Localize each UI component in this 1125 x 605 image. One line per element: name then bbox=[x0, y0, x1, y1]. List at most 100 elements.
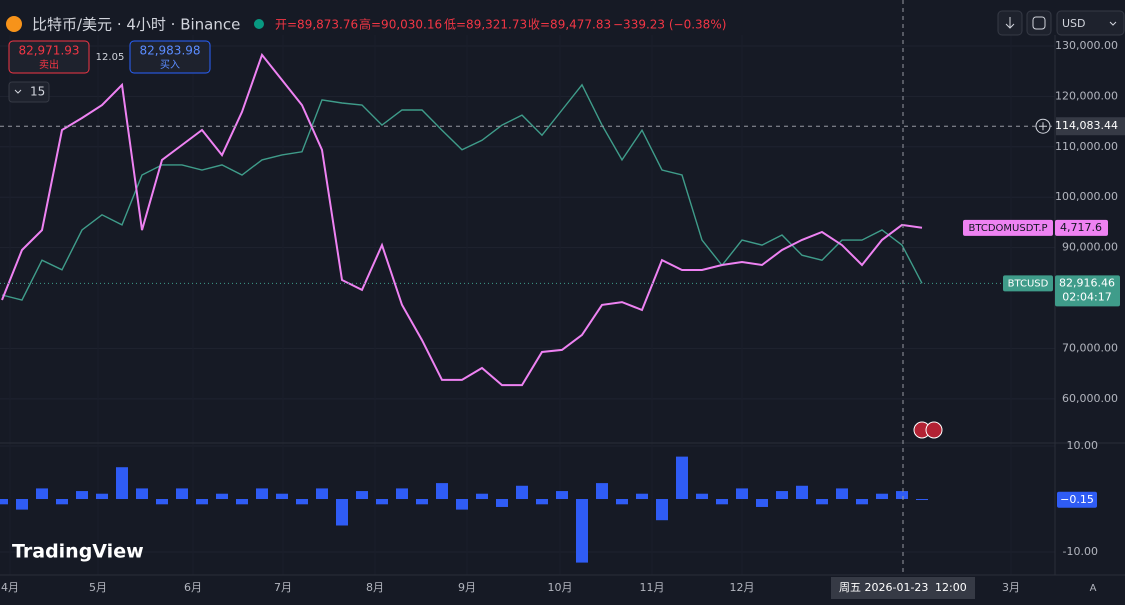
histogram-bar bbox=[136, 488, 148, 500]
histogram-bar bbox=[436, 483, 448, 500]
histogram-bar bbox=[916, 499, 928, 501]
price-tag-label: 82,916.46 bbox=[1059, 276, 1115, 289]
y-tick-label: 110,000.00 bbox=[1055, 140, 1118, 153]
histogram-bar bbox=[476, 493, 488, 500]
y-tick-label: 10.00 bbox=[1067, 439, 1099, 452]
histogram-bar bbox=[416, 499, 428, 505]
spread: 12.05 bbox=[96, 52, 125, 63]
histogram-bar bbox=[256, 488, 268, 500]
price-tag bbox=[1055, 275, 1120, 307]
plot-area bbox=[0, 35, 1055, 575]
x-tick-label: 5月 bbox=[89, 581, 107, 594]
histogram-bar bbox=[856, 499, 868, 505]
histogram-bar bbox=[636, 493, 648, 500]
histogram-bar bbox=[96, 493, 108, 500]
series-name-tag bbox=[1003, 275, 1053, 292]
histogram-bar bbox=[376, 499, 388, 505]
chevron[interactable] bbox=[14, 89, 22, 94]
y-tick-label: 70,000.00 bbox=[1062, 341, 1118, 354]
buy-price[interactable]: 82,983.98 bbox=[139, 44, 200, 58]
x-tick-label: 11月 bbox=[640, 581, 665, 594]
x-tick-label: 9月 bbox=[458, 581, 476, 594]
histogram-bar bbox=[296, 499, 308, 505]
y-tick-label: 60,000.00 bbox=[1062, 392, 1118, 405]
x-tick-label: 4月 bbox=[1, 581, 19, 594]
value-tag bbox=[1057, 491, 1097, 508]
ohlc-change: −339.23 (−0.38%) bbox=[613, 18, 726, 32]
series-name-tag bbox=[963, 219, 1053, 236]
y-tick-label: 120,000.00 bbox=[1055, 89, 1118, 102]
histogram-bar bbox=[896, 491, 908, 500]
sell-button[interactable]: 82,971.93 卖出 bbox=[8, 40, 90, 74]
price-tag-label: 4,717.6 bbox=[1060, 221, 1102, 234]
x-tick-label: 10月 bbox=[548, 581, 573, 594]
histogram-bar bbox=[876, 493, 888, 500]
quantity-box[interactable] bbox=[8, 81, 50, 103]
bitcoin-icon bbox=[6, 16, 22, 32]
x-tick-label: 8月 bbox=[366, 581, 384, 594]
histogram-bar bbox=[216, 493, 228, 500]
scroll-button[interactable] bbox=[997, 10, 1023, 36]
sell-label[interactable]: 卖出 bbox=[39, 58, 59, 71]
sell-box[interactable] bbox=[8, 40, 90, 74]
y-tick-label: 90,000.00 bbox=[1062, 241, 1118, 254]
value-tag-label: −0.15 bbox=[1060, 493, 1094, 506]
currency-box[interactable] bbox=[1056, 10, 1125, 36]
x-tick-label: 7月 bbox=[274, 581, 292, 594]
crosshair-time: 12:00 bbox=[935, 581, 967, 594]
fullscreen-button[interactable] bbox=[1026, 10, 1052, 36]
x-tick-label: 6月 bbox=[184, 581, 202, 594]
histogram-bar bbox=[676, 456, 688, 500]
buy-button[interactable]: 82,983.98 买入 bbox=[129, 40, 211, 74]
event-flag[interactable] bbox=[925, 421, 943, 439]
histogram-bar bbox=[736, 488, 748, 500]
crosshair-price-box bbox=[1056, 117, 1125, 136]
crosshair-time-box bbox=[831, 577, 975, 599]
histogram-bar bbox=[56, 499, 68, 505]
price-line bbox=[1, 83, 923, 301]
scale-mode[interactable]: A bbox=[1090, 583, 1097, 594]
button-box[interactable] bbox=[1026, 10, 1052, 36]
histogram-bar bbox=[836, 488, 848, 500]
quantity[interactable]: 15 bbox=[30, 85, 45, 99]
chevron[interactable] bbox=[1109, 21, 1117, 26]
crosshair-price-label: 114,083.44 bbox=[1055, 119, 1118, 132]
price-tag bbox=[1055, 219, 1108, 236]
market-status bbox=[254, 19, 264, 29]
ohlc-high: 高=90,030.16 bbox=[359, 17, 442, 32]
histogram-bar bbox=[576, 499, 588, 563]
y-tick-label: 100,000.00 bbox=[1055, 190, 1118, 203]
crosshair-day: 周五 2026-01-23 bbox=[839, 581, 928, 594]
histogram-bar bbox=[156, 499, 168, 505]
histogram-bar bbox=[556, 491, 568, 500]
histogram-bar bbox=[816, 499, 828, 505]
arrow-icon[interactable] bbox=[1005, 17, 1015, 29]
countdown: 02:04:17 bbox=[1062, 290, 1111, 303]
histogram-bar bbox=[336, 499, 348, 526]
currency-select[interactable]: USD bbox=[1056, 10, 1125, 36]
y-tick-label: -10.00 bbox=[1063, 545, 1098, 558]
series-name: BTCDOMUSDT.P bbox=[968, 223, 1047, 234]
histogram-bar bbox=[756, 499, 768, 507]
histogram-bar bbox=[316, 488, 328, 500]
histogram-bar bbox=[196, 499, 208, 505]
x-tick-label: 3月 bbox=[1002, 581, 1020, 594]
buy-label[interactable]: 买入 bbox=[160, 59, 180, 71]
symbol-title: 比特币/美元 · 4小时 · Binance bbox=[32, 16, 240, 34]
histogram-bar bbox=[616, 499, 628, 505]
histogram-bar bbox=[656, 499, 668, 521]
frame-icon[interactable] bbox=[1032, 16, 1046, 30]
quantity-select[interactable]: 15 bbox=[8, 81, 50, 103]
buy-box[interactable] bbox=[129, 40, 211, 74]
currency[interactable]: USD bbox=[1062, 17, 1086, 30]
y-tick-label: 130,000.00 bbox=[1055, 39, 1118, 52]
ohlc-low: 低=89,321.73 bbox=[444, 18, 527, 32]
logo: TradingView bbox=[12, 541, 144, 563]
sell-price[interactable]: 82,971.93 bbox=[18, 44, 79, 58]
histogram-bar bbox=[456, 499, 468, 510]
histogram-bar bbox=[176, 488, 188, 500]
histogram-bar bbox=[356, 491, 368, 500]
